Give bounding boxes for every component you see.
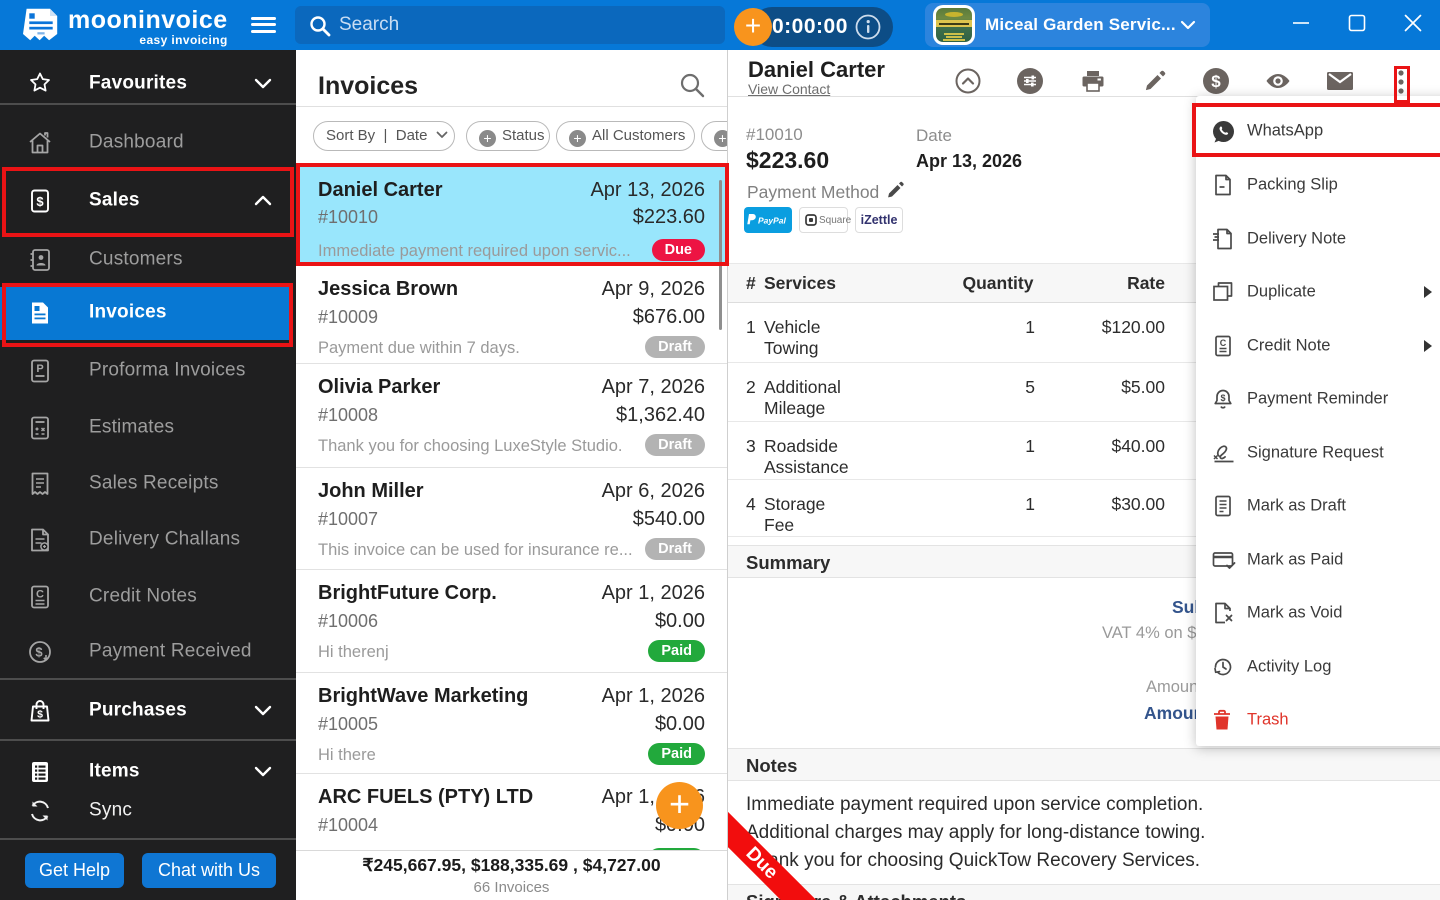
svg-text:C: C [36,589,44,601]
svg-text:$: $ [36,194,44,209]
svg-text:PayPal: PayPal [758,216,787,226]
svg-text:$: $ [1220,393,1225,403]
svg-text:C: C [1220,338,1227,348]
svg-text:$: $ [37,709,43,721]
svg-text:P: P [36,363,43,375]
svg-text:$: $ [1211,72,1221,91]
svg-text:$: $ [35,645,43,660]
